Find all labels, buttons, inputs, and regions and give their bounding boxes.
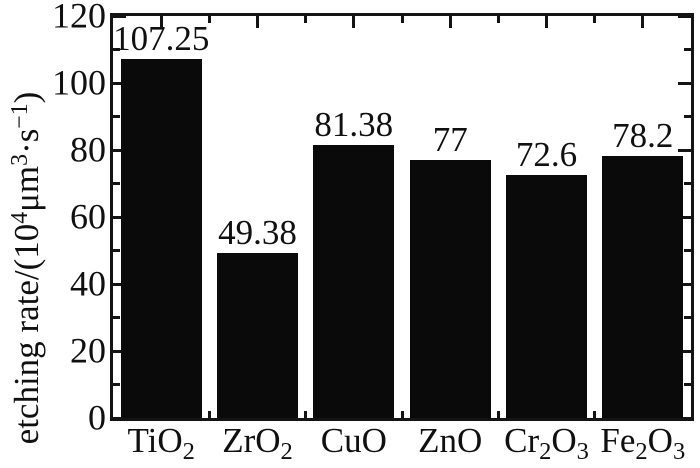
x-tick-label-tio2: TiO2	[127, 421, 195, 466]
bar-value-label-fe2o3: 78.2	[612, 116, 674, 155]
y-tick-mark	[113, 182, 120, 185]
bar-value-label-zro2: 49.38	[218, 212, 297, 252]
x-tick-label-zro2: ZrO2	[222, 421, 293, 466]
y-tick-mark	[113, 383, 120, 386]
bar-value-label-cr2o3: 72.6	[515, 134, 578, 174]
x-tick-label-zno: ZnO	[418, 421, 483, 460]
bar-value-label-tio2: 107.25	[113, 18, 210, 58]
x-tick-mark	[159, 16, 163, 28]
y-tick-mark	[113, 282, 126, 286]
y-tick-mark	[684, 316, 691, 319]
x-tick-mark	[641, 16, 645, 28]
y-tick-label-20: 20	[70, 330, 106, 371]
y-tick-mark	[113, 14, 126, 18]
y-tick-mark	[113, 215, 126, 219]
x-minor-tick-mark	[593, 411, 597, 418]
y-tick-mark	[678, 282, 691, 286]
y-tick-mark	[684, 249, 691, 252]
x-tick-mark	[448, 16, 452, 28]
bar-tio2	[120, 58, 202, 418]
subscript: 2	[182, 438, 195, 466]
y-tick-mark	[113, 316, 120, 319]
y-tick-mark	[678, 349, 691, 353]
plot-area: 107.25 49.38 81.38 77 72.6 78.2	[110, 13, 694, 421]
y-tick-mark	[684, 48, 691, 51]
y-tick-mark	[113, 416, 126, 420]
y-tick-mark	[113, 249, 120, 252]
x-tick-label-cuo: CuO	[320, 421, 387, 460]
y-tick-mark	[113, 81, 126, 85]
y-tick-label-120: 120	[52, 0, 106, 36]
y-tick-label-0: 0	[88, 397, 106, 438]
y-tick-mark	[113, 115, 120, 118]
y-tick-mark	[113, 148, 126, 152]
subscript: 2	[280, 438, 293, 466]
bar-value-label-cuo: 81.38	[314, 105, 394, 145]
x-minor-tick-mark	[304, 16, 308, 23]
y-tick-mark	[113, 48, 120, 51]
x-tick-mark	[545, 16, 548, 28]
x-minor-tick-mark	[207, 411, 211, 418]
y-tick-mark	[684, 115, 691, 118]
x-tick-mark	[256, 16, 259, 28]
bar-value-label-zno: 77	[432, 120, 468, 159]
x-tick-label-cr2o3: Cr2O3	[504, 421, 589, 466]
subscript: 3	[672, 438, 686, 466]
y-tick-mark	[678, 416, 691, 420]
y-tick-mark	[678, 14, 691, 18]
y-tick-label-40: 40	[70, 263, 106, 304]
y-tick-label-60: 60	[70, 196, 106, 237]
y-tick-mark	[684, 383, 691, 386]
y-tick-label-100: 100	[52, 62, 106, 103]
y-axis-tick-labels: 0 20 40 60 80 100 120	[0, 0, 106, 468]
subscript: 2	[539, 438, 552, 466]
subscript: 3	[576, 438, 589, 466]
subscript: 2	[635, 438, 648, 466]
x-minor-tick-mark	[593, 16, 597, 23]
y-tick-mark	[113, 349, 126, 353]
x-minor-tick-mark	[400, 411, 404, 418]
x-minor-tick-mark	[400, 16, 404, 23]
x-minor-tick-mark	[496, 16, 500, 23]
y-tick-mark	[678, 215, 691, 219]
x-tick-mark	[352, 16, 356, 28]
y-tick-mark	[678, 148, 691, 152]
y-tick-mark	[684, 182, 691, 185]
x-minor-tick-mark	[207, 16, 211, 23]
bar-zro2	[217, 252, 298, 418]
x-minor-tick-mark	[304, 411, 308, 418]
bar-fe2o3	[602, 156, 684, 418]
bar-cr2o3	[506, 174, 587, 418]
x-tick-label-fe2o3: Fe2O3	[600, 421, 686, 466]
x-minor-tick-mark	[496, 411, 500, 418]
bar-cuo	[313, 145, 395, 418]
y-tick-mark	[678, 81, 691, 85]
bar-zno	[409, 160, 491, 418]
y-tick-label-80: 80	[70, 129, 106, 170]
